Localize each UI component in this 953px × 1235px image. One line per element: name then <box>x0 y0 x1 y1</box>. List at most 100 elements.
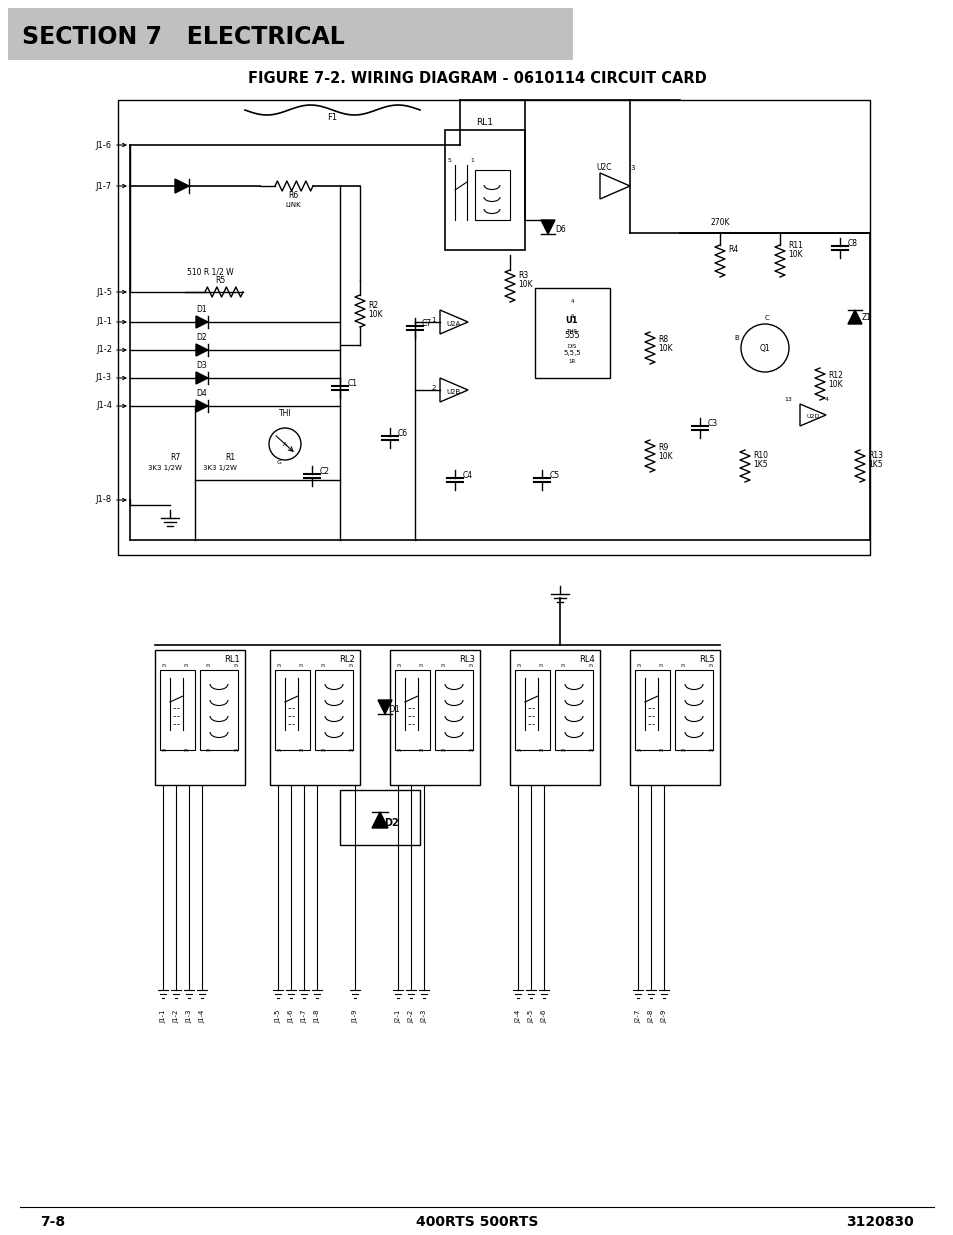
Text: 555: 555 <box>563 331 579 341</box>
Bar <box>395 671 430 750</box>
Text: LINK: LINK <box>285 203 300 207</box>
Text: n: n <box>707 663 711 668</box>
Polygon shape <box>195 316 208 329</box>
Bar <box>475 170 510 220</box>
Text: D2: D2 <box>384 818 398 827</box>
Text: DIS: DIS <box>567 345 576 350</box>
Text: Q1: Q1 <box>759 343 769 352</box>
Polygon shape <box>372 811 388 827</box>
Bar <box>629 650 720 785</box>
Text: n: n <box>233 663 236 668</box>
Text: n: n <box>348 663 352 668</box>
Text: RL2: RL2 <box>339 655 355 664</box>
Polygon shape <box>195 345 208 356</box>
Text: D6: D6 <box>555 225 565 233</box>
Text: n: n <box>297 663 302 668</box>
Text: n: n <box>183 748 187 753</box>
Text: n: n <box>559 663 563 668</box>
Text: J2-2: J2-2 <box>408 1010 414 1024</box>
Text: RL5: RL5 <box>699 655 714 664</box>
Text: D4: D4 <box>196 389 207 398</box>
Bar <box>339 790 419 845</box>
Text: 270K: 270K <box>709 219 729 227</box>
Text: J1-2: J1-2 <box>172 1010 179 1024</box>
Text: n: n <box>587 748 592 753</box>
Polygon shape <box>174 179 189 193</box>
Text: n: n <box>205 748 209 753</box>
Bar <box>675 671 712 750</box>
Text: J1-1: J1-1 <box>160 1010 166 1024</box>
Text: n: n <box>417 663 421 668</box>
Bar <box>515 671 550 750</box>
Text: J1-5: J1-5 <box>274 1010 281 1024</box>
Polygon shape <box>195 372 208 384</box>
Text: J2-7: J2-7 <box>635 1010 640 1024</box>
Text: n: n <box>183 663 187 668</box>
Text: n: n <box>537 748 541 753</box>
Text: n: n <box>658 663 661 668</box>
Bar <box>314 671 353 750</box>
Text: D3: D3 <box>196 361 207 370</box>
Bar <box>270 650 359 785</box>
Text: U2C: U2C <box>596 163 611 172</box>
Text: 4: 4 <box>824 396 828 403</box>
Text: 10K: 10K <box>368 310 382 319</box>
Text: 6: 6 <box>570 314 573 319</box>
Text: U2B: U2B <box>446 389 460 395</box>
Text: 1: 1 <box>431 317 436 324</box>
Text: THR: THR <box>566 329 577 333</box>
Text: n: n <box>468 663 472 668</box>
Polygon shape <box>540 220 555 233</box>
Bar <box>535 288 609 378</box>
Text: C7: C7 <box>421 319 432 329</box>
Text: n: n <box>636 663 639 668</box>
Text: n: n <box>537 663 541 668</box>
Text: R13: R13 <box>867 451 882 459</box>
Text: n: n <box>468 748 472 753</box>
Bar <box>118 100 869 555</box>
Text: J1-8: J1-8 <box>95 495 112 505</box>
Text: J2-1: J2-1 <box>395 1010 400 1024</box>
Text: J2-8: J2-8 <box>647 1010 654 1024</box>
Text: n: n <box>516 663 519 668</box>
Bar <box>390 650 479 785</box>
Text: 2: 2 <box>431 385 436 391</box>
Text: J1-4: J1-4 <box>199 1010 205 1024</box>
Text: 1K5: 1K5 <box>752 459 767 469</box>
Text: A: A <box>283 441 287 447</box>
Text: n: n <box>417 748 421 753</box>
Polygon shape <box>847 310 862 324</box>
Text: RL1: RL1 <box>224 655 240 664</box>
Text: 1R: 1R <box>568 359 575 364</box>
Text: R9: R9 <box>658 443 667 452</box>
Text: FIGURE 7-2. WIRING DIAGRAM - 0610114 CIRCUIT CARD: FIGURE 7-2. WIRING DIAGRAM - 0610114 CIR… <box>248 70 705 85</box>
Text: U1: U1 <box>565 315 578 325</box>
Text: n: n <box>275 663 280 668</box>
Text: C6: C6 <box>397 429 408 438</box>
Text: J2-6: J2-6 <box>540 1010 546 1024</box>
Text: C1: C1 <box>348 379 357 388</box>
Text: R8: R8 <box>658 335 667 345</box>
Text: U2D: U2D <box>805 415 819 420</box>
Text: D2: D2 <box>196 333 207 342</box>
Text: 3K3 1/2W: 3K3 1/2W <box>203 466 236 471</box>
Text: 5,5,5: 5,5,5 <box>562 350 580 356</box>
Text: R1: R1 <box>225 453 234 462</box>
Text: B: B <box>734 335 739 341</box>
Text: 10K: 10K <box>827 380 841 389</box>
Text: n: n <box>233 748 236 753</box>
Text: U2A: U2A <box>446 321 460 327</box>
Text: C2: C2 <box>319 467 330 475</box>
Text: J1-3: J1-3 <box>186 1010 192 1024</box>
Text: 3: 3 <box>630 165 635 170</box>
Text: 10K: 10K <box>658 452 672 461</box>
Text: D1: D1 <box>388 705 399 714</box>
Bar <box>635 671 669 750</box>
Text: n: n <box>439 748 443 753</box>
Text: R4: R4 <box>727 245 738 254</box>
Text: RL4: RL4 <box>578 655 595 664</box>
Text: G: G <box>276 459 282 466</box>
Text: 5: 5 <box>448 158 452 163</box>
Text: R5: R5 <box>214 275 225 285</box>
Polygon shape <box>377 700 392 714</box>
